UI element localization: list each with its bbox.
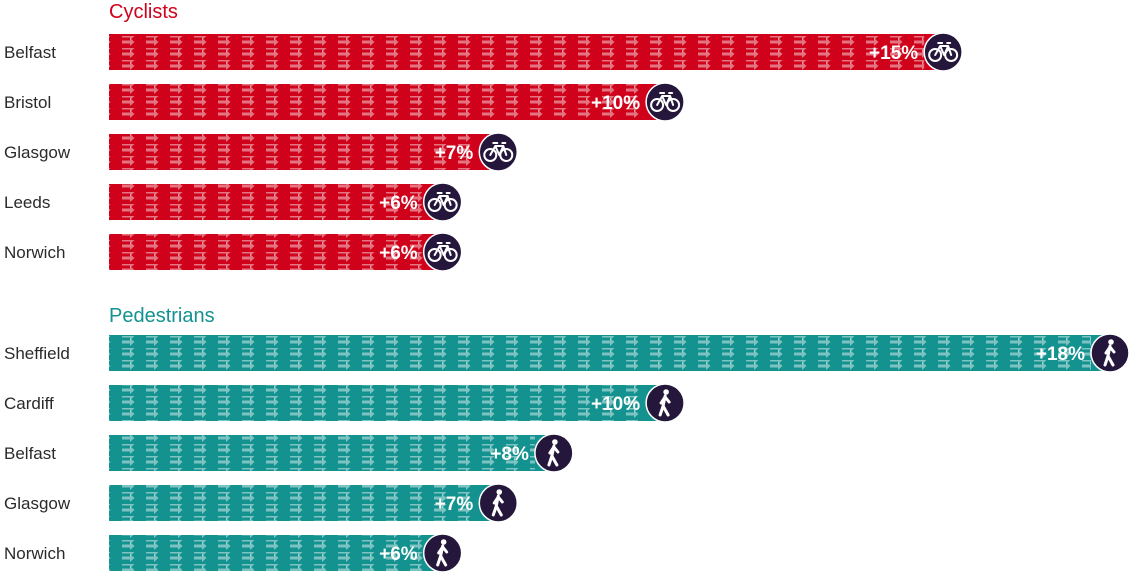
bar-row: Belfast +15%: [4, 32, 963, 72]
pedestrian-icon: [534, 433, 574, 473]
value-label: +18%: [1036, 344, 1085, 365]
bicycle-icon: [478, 132, 519, 172]
city-label: Leeds: [4, 193, 50, 212]
bar-row: Norwich +6%: [4, 533, 463, 573]
city-label: Cardiff: [4, 394, 54, 413]
bar-row: Glasgow +7%: [4, 483, 519, 523]
city-label: Norwich: [4, 243, 65, 262]
bicycle-icon: [645, 82, 685, 122]
pedestrian-icon: [422, 533, 463, 573]
bar-row: Bristol +10%: [4, 82, 685, 122]
bar-row: Leeds +6%: [4, 182, 463, 222]
bar-row: Norwich +6%: [4, 232, 463, 272]
bar-row: Sheffield +18%: [4, 333, 1130, 373]
city-label: Belfast: [4, 43, 56, 62]
cyclists-group: Cyclists Belfast +15% Bristol +10% Glasgow +7%…: [4, 1, 963, 272]
bar-arrow-pattern: [109, 485, 480, 521]
bar-arrow-pattern: [109, 134, 480, 170]
value-label: +7%: [435, 143, 474, 164]
bar-arrow-pattern: [109, 385, 647, 421]
bar-arrow-pattern: [109, 34, 925, 70]
group-title: Cyclists: [109, 1, 178, 23]
city-label: Bristol: [4, 93, 51, 112]
value-label: +10%: [591, 93, 640, 114]
bar-row: Glasgow +7%: [4, 132, 519, 172]
bar-arrow-pattern: [109, 184, 424, 220]
city-label: Norwich: [4, 544, 65, 563]
bicycle-icon: [422, 232, 463, 272]
bar-arrow-pattern: [109, 234, 424, 270]
bar-row: Belfast +8%: [4, 433, 574, 473]
bar-arrow-pattern: [109, 435, 535, 471]
city-label: Glasgow: [4, 494, 71, 513]
bicycle-icon: [923, 32, 963, 72]
pedestrian-icon: [478, 483, 519, 523]
value-label: +6%: [379, 193, 418, 214]
bar-row: Cardiff +10%: [4, 383, 685, 423]
group-title: Pedestrians: [109, 305, 215, 327]
pedestrian-icon: [1090, 333, 1130, 373]
value-label: +15%: [869, 43, 918, 64]
pedestrians-group: Pedestrians Sheffield +18% Cardiff +10% Belfa…: [4, 305, 1130, 573]
value-label: +7%: [435, 494, 474, 515]
bar-arrow-pattern: [109, 335, 1091, 371]
value-label: +6%: [379, 243, 418, 264]
city-label: Glasgow: [4, 143, 71, 162]
value-label: +10%: [591, 394, 640, 415]
bar-arrow-pattern: [109, 84, 647, 120]
city-label: Belfast: [4, 444, 56, 463]
pedestrian-icon: [645, 383, 685, 423]
bar-arrow-pattern: [109, 535, 424, 571]
value-label: +6%: [379, 544, 418, 565]
city-label: Sheffield: [4, 344, 70, 363]
bicycle-icon: [422, 182, 463, 222]
value-label: +8%: [490, 444, 529, 465]
